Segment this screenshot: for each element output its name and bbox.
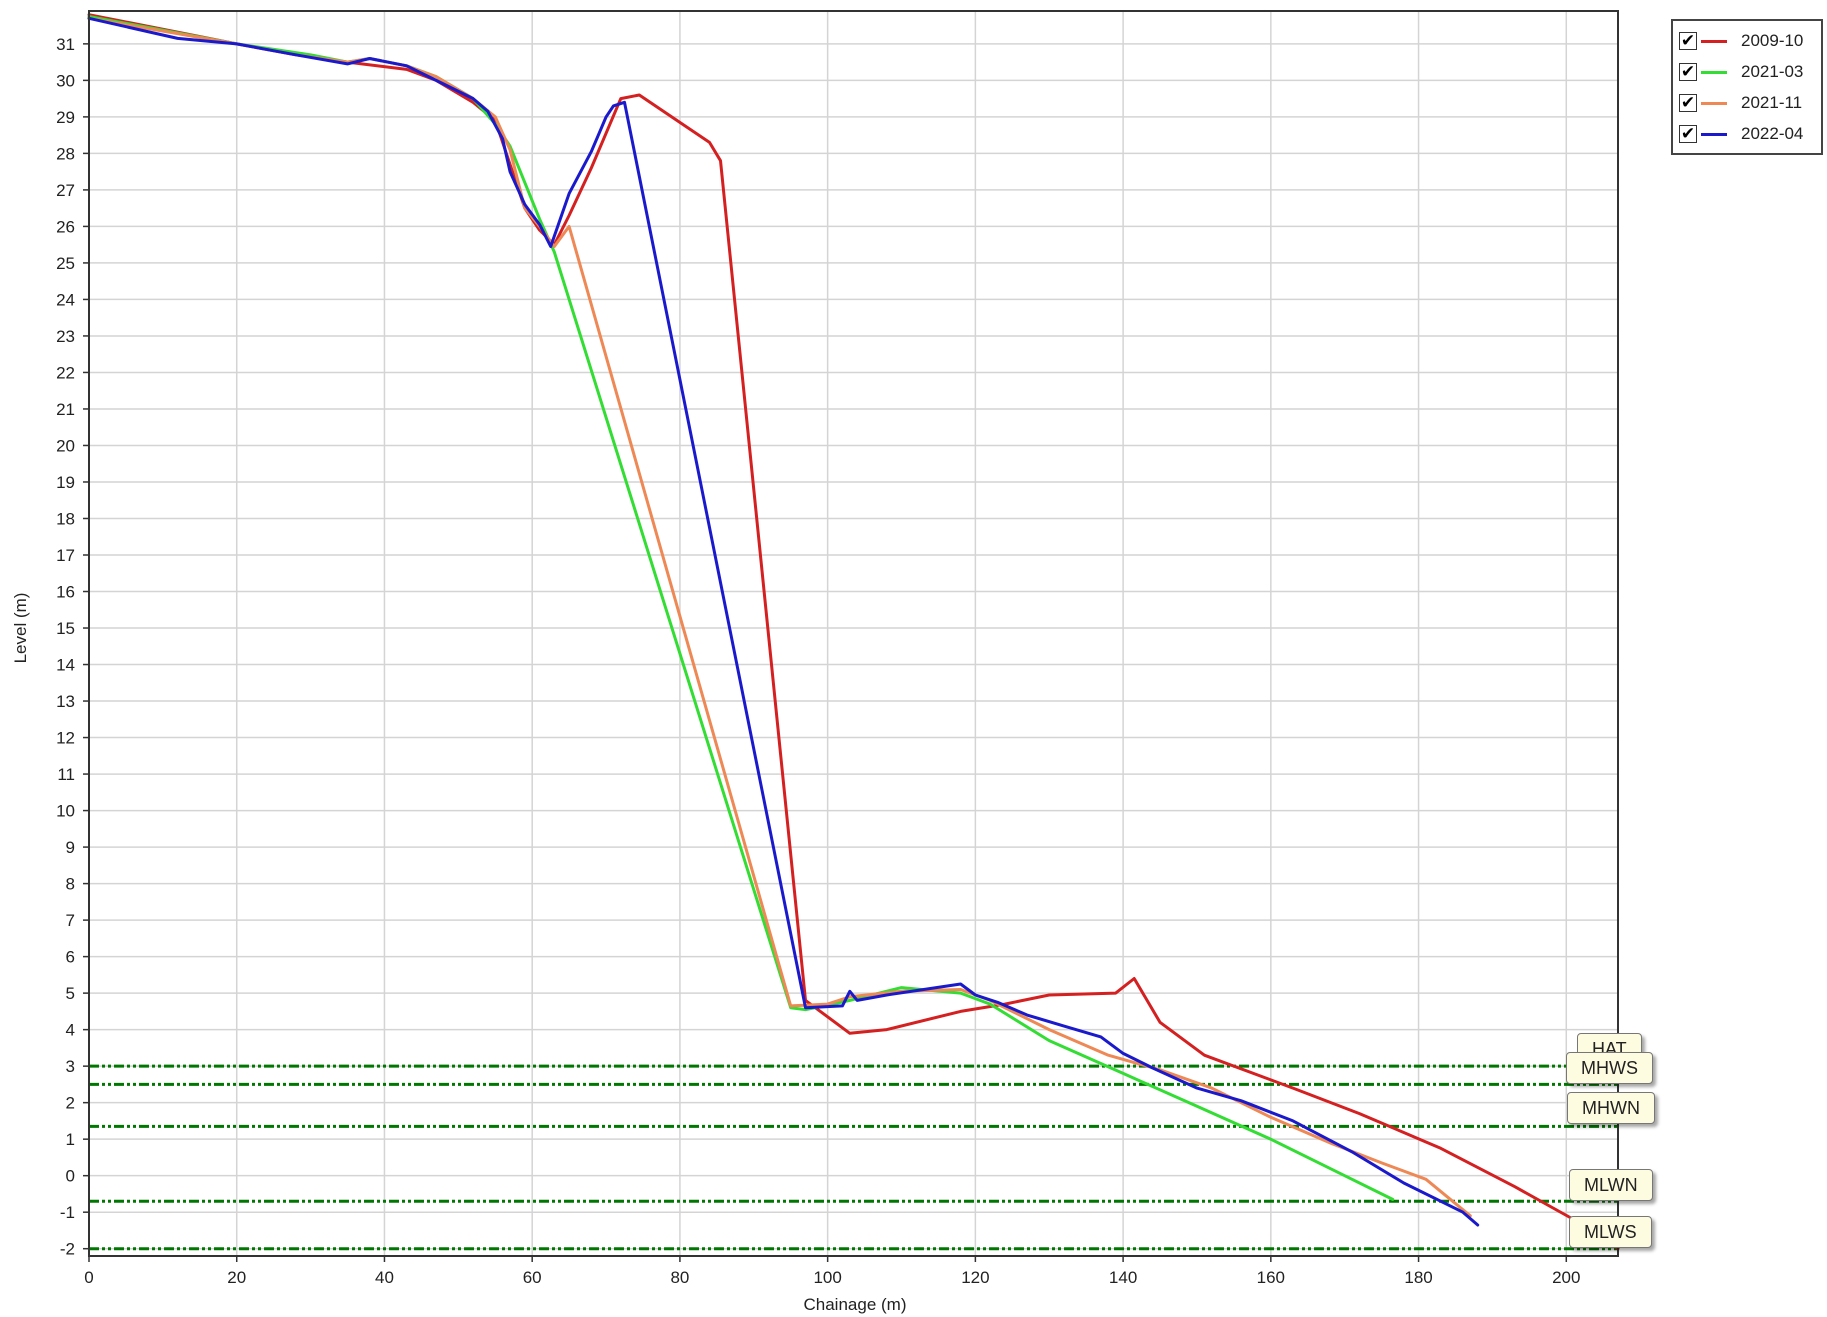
tide-label-mlwn: MLWN [1569,1169,1653,1201]
y-axis-title: Level (m) [11,593,30,664]
y-tick-label: 31 [56,35,75,54]
y-tick-label: 9 [66,838,75,857]
tide-label-mhws: MHWS [1566,1052,1653,1084]
y-tick-label: 22 [56,363,75,382]
y-tick-label: 12 [56,729,75,748]
legend-swatch [1701,70,1727,74]
legend-swatch [1701,39,1727,43]
y-tick-label: 6 [66,948,75,967]
y-tick-label: 30 [56,71,75,90]
series-line-2021-11 [87,16,1472,1218]
x-tick-label: 20 [227,1268,246,1287]
y-tick-label: 16 [56,583,75,602]
y-tick-label: 14 [56,656,75,675]
x-tick-label: 100 [813,1268,841,1287]
x-tick-label: 160 [1257,1268,1285,1287]
y-tick-label: 15 [56,619,75,638]
series-line-2009-10 [87,13,1620,1251]
legend-checkbox[interactable]: ✔ [1679,62,1697,81]
legend-item-2022-04[interactable]: ✔ 2022-04 [1679,122,1819,146]
y-tick-label: 1 [66,1130,75,1149]
legend-label: 2021-03 [1741,62,1804,81]
y-tick-label: -2 [60,1240,75,1259]
legend-item-2021-11[interactable]: ✔ 2021-11 [1679,91,1819,115]
y-tick-label: 2 [66,1094,75,1113]
y-tick-label: 24 [56,290,75,309]
y-tick-label: 18 [56,509,75,528]
y-tick-label: 3 [66,1057,75,1076]
x-tick-label: 180 [1404,1268,1432,1287]
y-tick-label: 19 [56,473,75,492]
x-axis-title: Chainage (m) [804,1295,907,1314]
y-tick-label: 8 [66,875,75,894]
series-line-2021-03 [87,15,1395,1201]
x-tick-label: 120 [961,1268,989,1287]
tide-label-mhwn: MHWN [1567,1092,1655,1124]
series-line-2022-04 [87,16,1480,1227]
y-tick-label: 11 [57,765,75,784]
y-tick-label: 28 [56,144,75,163]
legend-label: 2009-10 [1741,31,1804,50]
y-tick-label: 10 [56,802,75,821]
y-tick-label: 26 [56,217,75,236]
y-tick-label: 23 [56,327,75,346]
x-tick-label: 140 [1109,1268,1137,1287]
y-tick-label: -1 [60,1203,75,1222]
legend-item-2009-10[interactable]: ✔ 2009-10 [1679,29,1819,53]
x-tick-label: 200 [1552,1268,1580,1287]
legend-checkbox[interactable]: ✔ [1679,93,1697,112]
y-tick-label: 17 [56,546,75,565]
y-tick-label: 25 [56,254,75,273]
legend-label: 2022-04 [1741,124,1804,143]
y-tick-label: 27 [56,181,75,200]
legend-checkbox[interactable]: ✔ [1679,31,1697,50]
x-tick-label: 80 [670,1268,689,1287]
x-tick-label: 0 [84,1268,93,1287]
y-tick-label: 21 [56,400,75,419]
y-tick-label: 7 [66,911,75,930]
y-tick-label: 5 [66,984,75,1003]
legend-checkbox[interactable]: ✔ [1679,124,1697,143]
legend-swatch [1701,101,1727,105]
y-tick-label: 13 [56,692,75,711]
legend: ✔ 2009-10 ✔ 2021-03 ✔ 2021-11 ✔ 2022-04 [1671,19,1823,155]
plot-frame [88,10,1619,1257]
y-tick-label: 4 [66,1021,75,1040]
legend-item-2021-03[interactable]: ✔ 2021-03 [1679,60,1819,84]
x-tick-label: 60 [523,1268,542,1287]
legend-label: 2021-11 [1741,93,1803,112]
y-tick-label: 20 [56,436,75,455]
y-tick-label: 29 [56,108,75,127]
x-tick-label: 40 [375,1268,394,1287]
legend-swatch [1701,132,1727,136]
y-tick-label: 0 [66,1167,75,1186]
tide-label-mlws: MLWS [1569,1216,1652,1248]
